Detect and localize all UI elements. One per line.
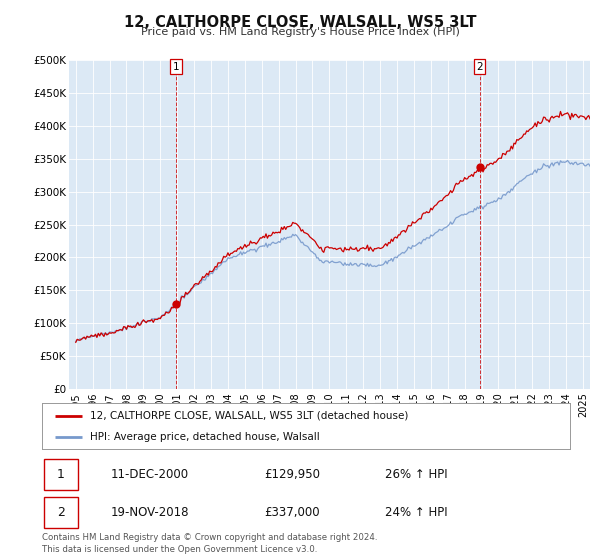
- Text: 12, CALTHORPE CLOSE, WALSALL, WS5 3LT (detached house): 12, CALTHORPE CLOSE, WALSALL, WS5 3LT (d…: [89, 410, 408, 421]
- FancyBboxPatch shape: [44, 497, 78, 528]
- Text: HPI: Average price, detached house, Walsall: HPI: Average price, detached house, Wals…: [89, 432, 319, 442]
- Text: 2: 2: [476, 62, 483, 72]
- Text: 26% ↑ HPI: 26% ↑ HPI: [385, 468, 448, 481]
- Text: 12, CALTHORPE CLOSE, WALSALL, WS5 3LT: 12, CALTHORPE CLOSE, WALSALL, WS5 3LT: [124, 15, 476, 30]
- Text: Contains HM Land Registry data © Crown copyright and database right 2024.
This d: Contains HM Land Registry data © Crown c…: [42, 533, 377, 554]
- Text: £129,950: £129,950: [264, 468, 320, 481]
- Text: 19-NOV-2018: 19-NOV-2018: [110, 506, 189, 519]
- Text: 11-DEC-2000: 11-DEC-2000: [110, 468, 189, 481]
- Text: 1: 1: [57, 468, 65, 481]
- Text: £337,000: £337,000: [264, 506, 319, 519]
- Text: 1: 1: [173, 62, 179, 72]
- Text: Price paid vs. HM Land Registry's House Price Index (HPI): Price paid vs. HM Land Registry's House …: [140, 27, 460, 37]
- Text: 24% ↑ HPI: 24% ↑ HPI: [385, 506, 448, 519]
- FancyBboxPatch shape: [44, 459, 78, 490]
- Text: 2: 2: [57, 506, 65, 519]
